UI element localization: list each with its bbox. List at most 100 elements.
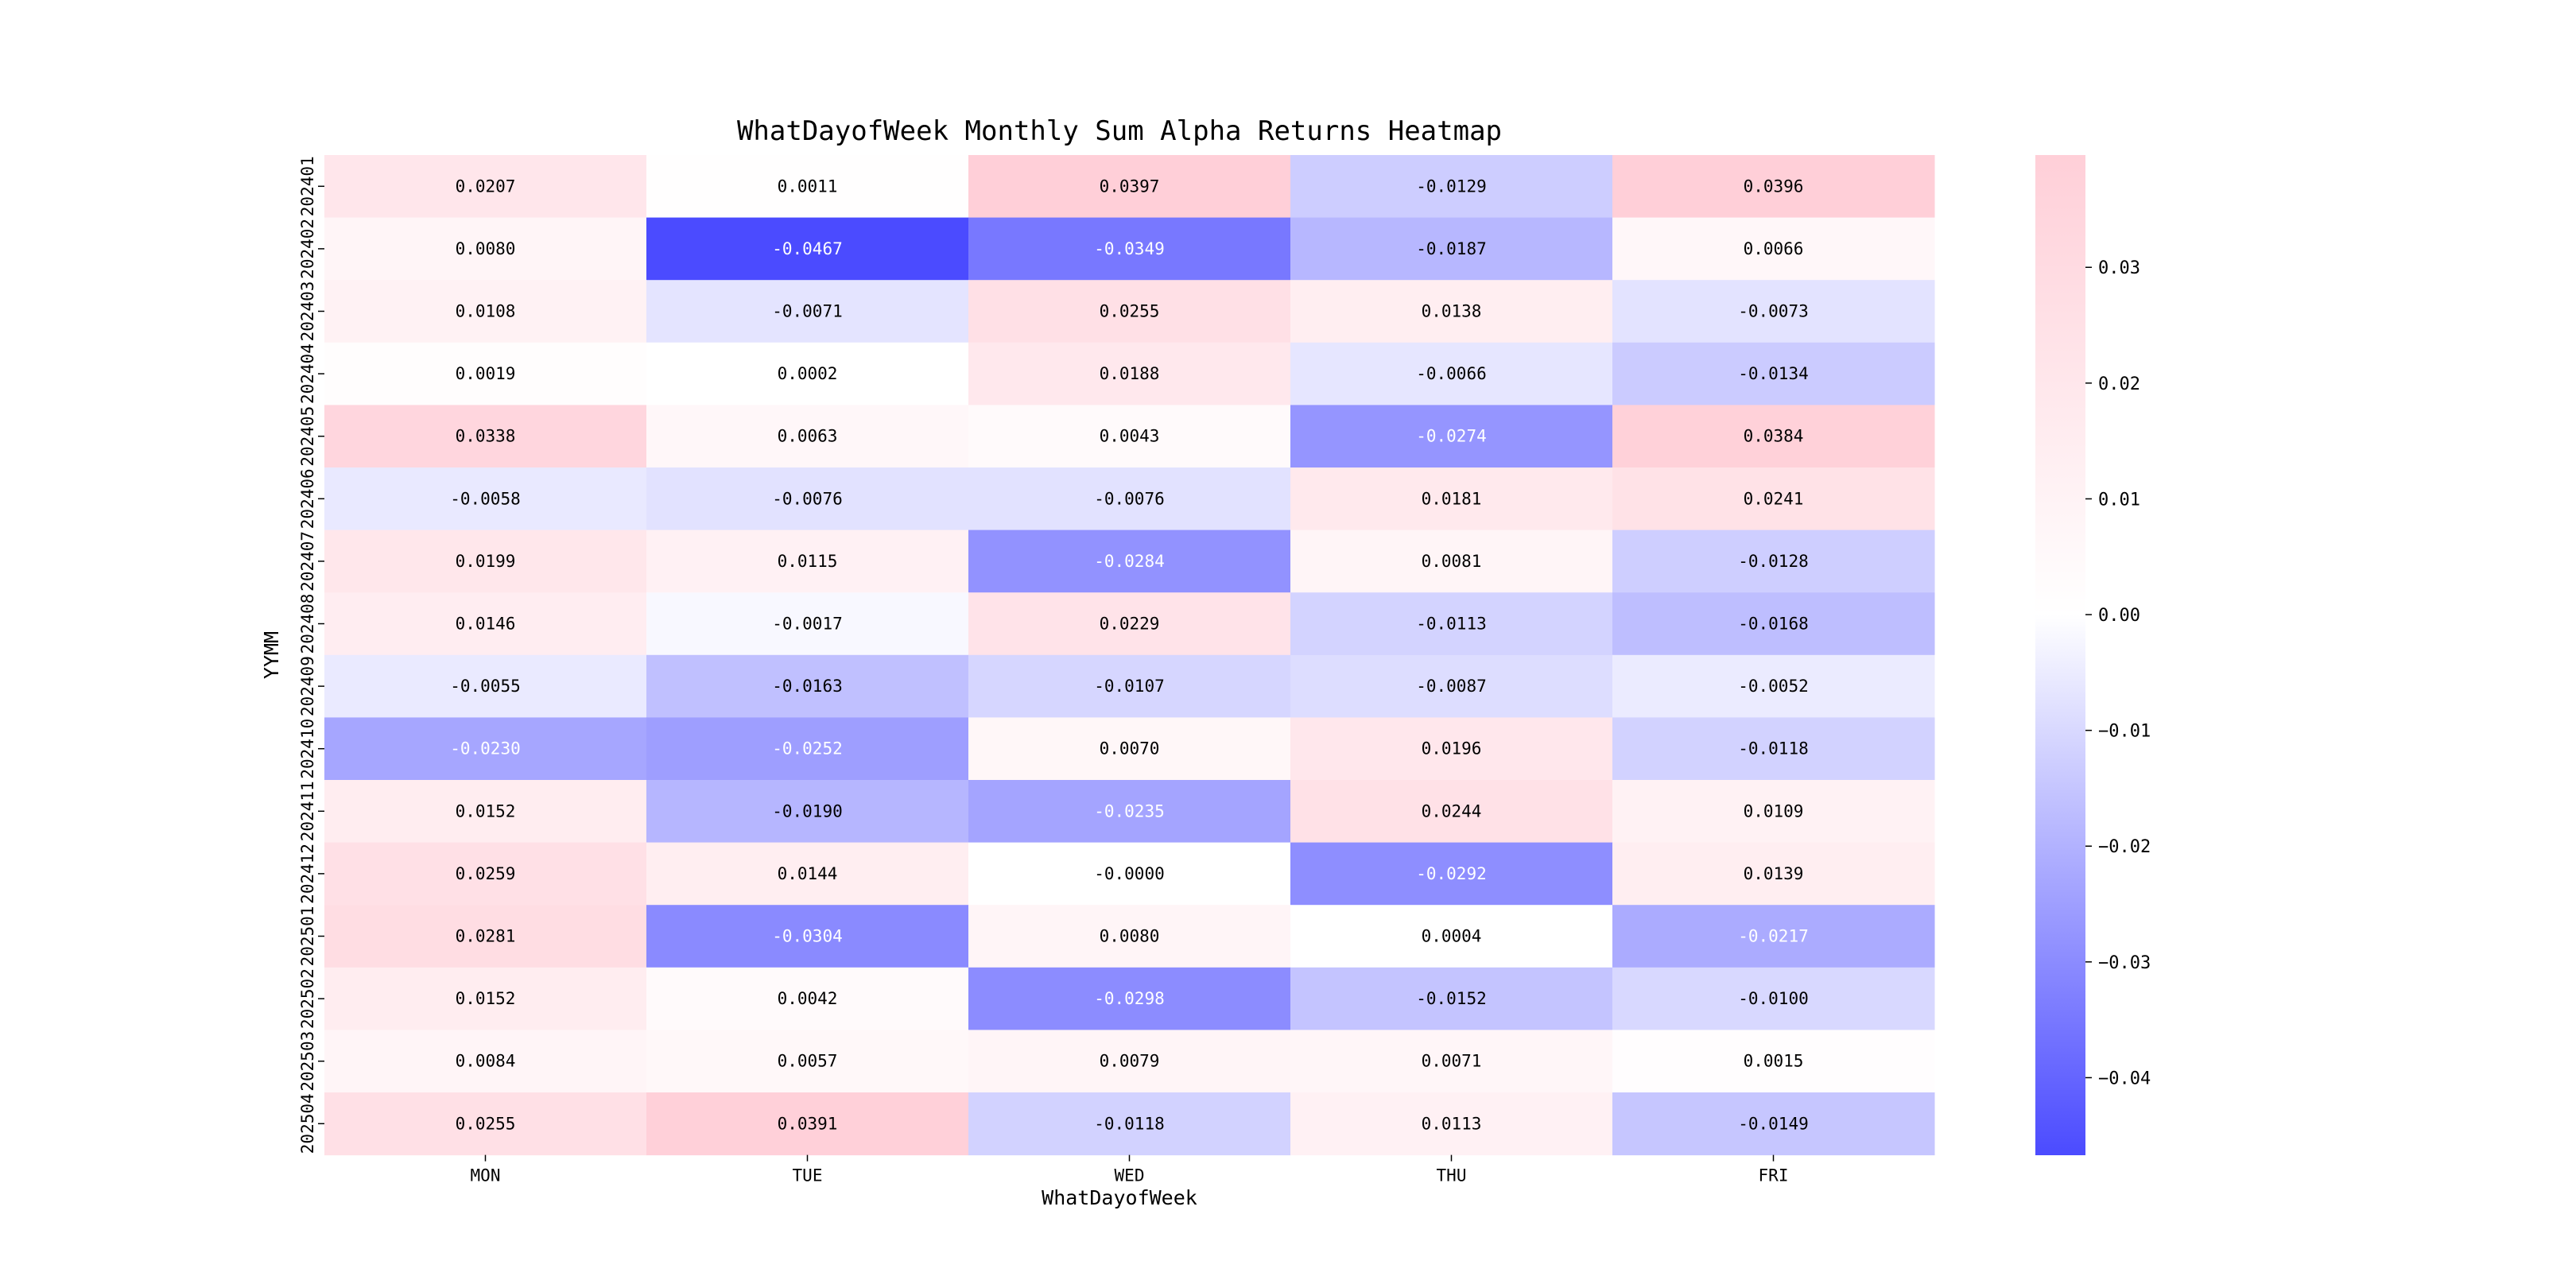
x-axis-label: WhatDayofWeek <box>1042 1186 1197 1209</box>
heatmap-cell <box>646 842 969 906</box>
cell-value-label: 0.0042 <box>778 989 838 1008</box>
y-tick-label: 202412 <box>298 844 317 904</box>
x-axis-ticks: MON TUE WED THU FRI <box>471 1154 1789 1185</box>
heatmap-cell <box>324 280 647 343</box>
cell-value-label: 0.0079 <box>1100 1052 1160 1071</box>
cell-value-label: 0.0144 <box>778 864 838 883</box>
heatmap-cell <box>1290 530 1613 593</box>
heatmap-cell <box>968 842 1291 906</box>
heatmap-cell <box>968 592 1291 656</box>
x-tick-label: THU <box>1437 1166 1467 1185</box>
cell-value-label: 0.0002 <box>778 364 838 383</box>
heatmap-cell <box>1612 592 1935 656</box>
cell-value-label: 0.0338 <box>456 427 516 446</box>
heatmap-cell <box>1290 405 1613 468</box>
cell-value-label: -0.0073 <box>1738 302 1809 321</box>
heatmap-cell <box>1612 780 1935 844</box>
heatmap-cell <box>968 780 1291 844</box>
heatmap-cell <box>1290 1030 1613 1093</box>
heatmap-cell <box>324 467 647 531</box>
heatmap-cell <box>324 217 647 281</box>
heatmap-cell <box>646 280 969 343</box>
cell-value-label: -0.0190 <box>772 801 843 821</box>
cell-value-label: 0.0152 <box>456 801 516 821</box>
cell-value-label: 0.0397 <box>1100 177 1160 196</box>
cell-value-label: 0.0152 <box>456 989 516 1008</box>
heatmap-cell <box>1612 530 1935 593</box>
heatmap-cell <box>968 1092 1291 1156</box>
cell-value-label: 0.0207 <box>456 177 516 196</box>
heatmap-cell <box>324 342 647 405</box>
cell-value-label: 0.0063 <box>778 427 838 446</box>
heatmap-cell <box>1612 905 1935 968</box>
x-tick-label: FRI <box>1759 1166 1789 1185</box>
cell-value-label: -0.0134 <box>1738 364 1809 383</box>
cell-value-label: -0.0076 <box>1094 489 1165 508</box>
colorbar-tick-label: 0.02 <box>2098 374 2140 394</box>
colorbar-tick-label: −0.02 <box>2098 837 2151 857</box>
colorbar-tick-label: 0.03 <box>2098 258 2140 278</box>
cell-value-label: -0.0000 <box>1094 864 1165 883</box>
cell-value-label: 0.0181 <box>1422 489 1482 508</box>
heatmap-cell <box>968 467 1291 531</box>
cell-value-label: 0.0070 <box>1100 739 1160 758</box>
cell-value-label: 0.0015 <box>1744 1052 1804 1071</box>
cell-value-label: 0.0084 <box>456 1052 516 1071</box>
heatmap-cell <box>1290 155 1613 219</box>
heatmap-cell <box>1612 405 1935 468</box>
cell-value-label: 0.0229 <box>1100 615 1160 634</box>
heatmap-cell <box>646 592 969 656</box>
heatmap-cell <box>1612 717 1935 781</box>
colorbar-tick-label: −0.03 <box>2098 953 2151 973</box>
cell-value-label: -0.0292 <box>1416 864 1487 883</box>
cell-value-label: -0.0467 <box>772 239 843 258</box>
cell-value-label: -0.0149 <box>1738 1114 1809 1133</box>
y-tick-label: 202407 <box>298 531 317 592</box>
cell-value-label: 0.0255 <box>1100 302 1160 321</box>
cell-value-label: 0.0011 <box>778 177 838 196</box>
y-tick-label: 202401 <box>298 156 317 216</box>
heatmap-cell <box>646 342 969 405</box>
cell-value-label: -0.0113 <box>1416 615 1487 634</box>
cell-value-label: 0.0080 <box>456 239 516 258</box>
cell-value-label: -0.0217 <box>1738 927 1809 946</box>
heatmap-cell <box>968 217 1291 281</box>
heatmap-cell <box>1290 280 1613 343</box>
cell-value-label: 0.0071 <box>1422 1052 1482 1071</box>
y-axis-label: YYMM <box>260 631 283 679</box>
y-tick-label: 202406 <box>298 468 317 529</box>
heatmap-cell <box>646 1092 969 1156</box>
y-tick-label: 202503 <box>298 1031 317 1092</box>
cell-value-label: -0.0349 <box>1094 239 1165 258</box>
cell-value-label: -0.0252 <box>772 739 843 758</box>
heatmap-cell <box>1612 217 1935 281</box>
cell-value-label: -0.0163 <box>772 677 843 696</box>
heatmap-cell <box>324 967 647 1030</box>
heatmap-cell <box>1612 280 1935 343</box>
cell-value-label: -0.0304 <box>772 927 843 946</box>
heatmap-cell <box>968 905 1291 968</box>
cell-value-label: 0.0199 <box>456 552 516 571</box>
cell-value-label: 0.0281 <box>456 927 516 946</box>
heatmap-cell <box>1612 1092 1935 1156</box>
heatmap-cell <box>1290 842 1613 906</box>
heatmap-cell <box>646 717 969 781</box>
colorbar-tick-label: −0.01 <box>2098 722 2151 742</box>
colorbar-tick-label: 0.01 <box>2098 490 2140 510</box>
heatmap-cell <box>968 530 1291 593</box>
cell-value-label: -0.0100 <box>1738 989 1809 1008</box>
heatmap-cell <box>968 280 1291 343</box>
cell-value-label: 0.0109 <box>1744 801 1804 821</box>
x-tick-label: MON <box>471 1166 501 1185</box>
heatmap-cells: 0.0207 0.0011 0.0397 -0.0129 0.0396 0.0080 -0.… <box>324 155 1935 1156</box>
chart-title: WhatDayofWeek Monthly Sum Alpha Returns … <box>737 115 1502 147</box>
heatmap-cell <box>1290 654 1613 718</box>
heatmap-cell <box>324 842 647 906</box>
cell-value-label: -0.0118 <box>1094 1114 1165 1133</box>
heatmap-cell <box>324 530 647 593</box>
cell-value-label: 0.0241 <box>1744 489 1804 508</box>
cell-value-label: 0.0255 <box>456 1114 516 1133</box>
heatmap-cell <box>646 780 969 844</box>
y-tick-label: 202504 <box>298 1093 317 1154</box>
